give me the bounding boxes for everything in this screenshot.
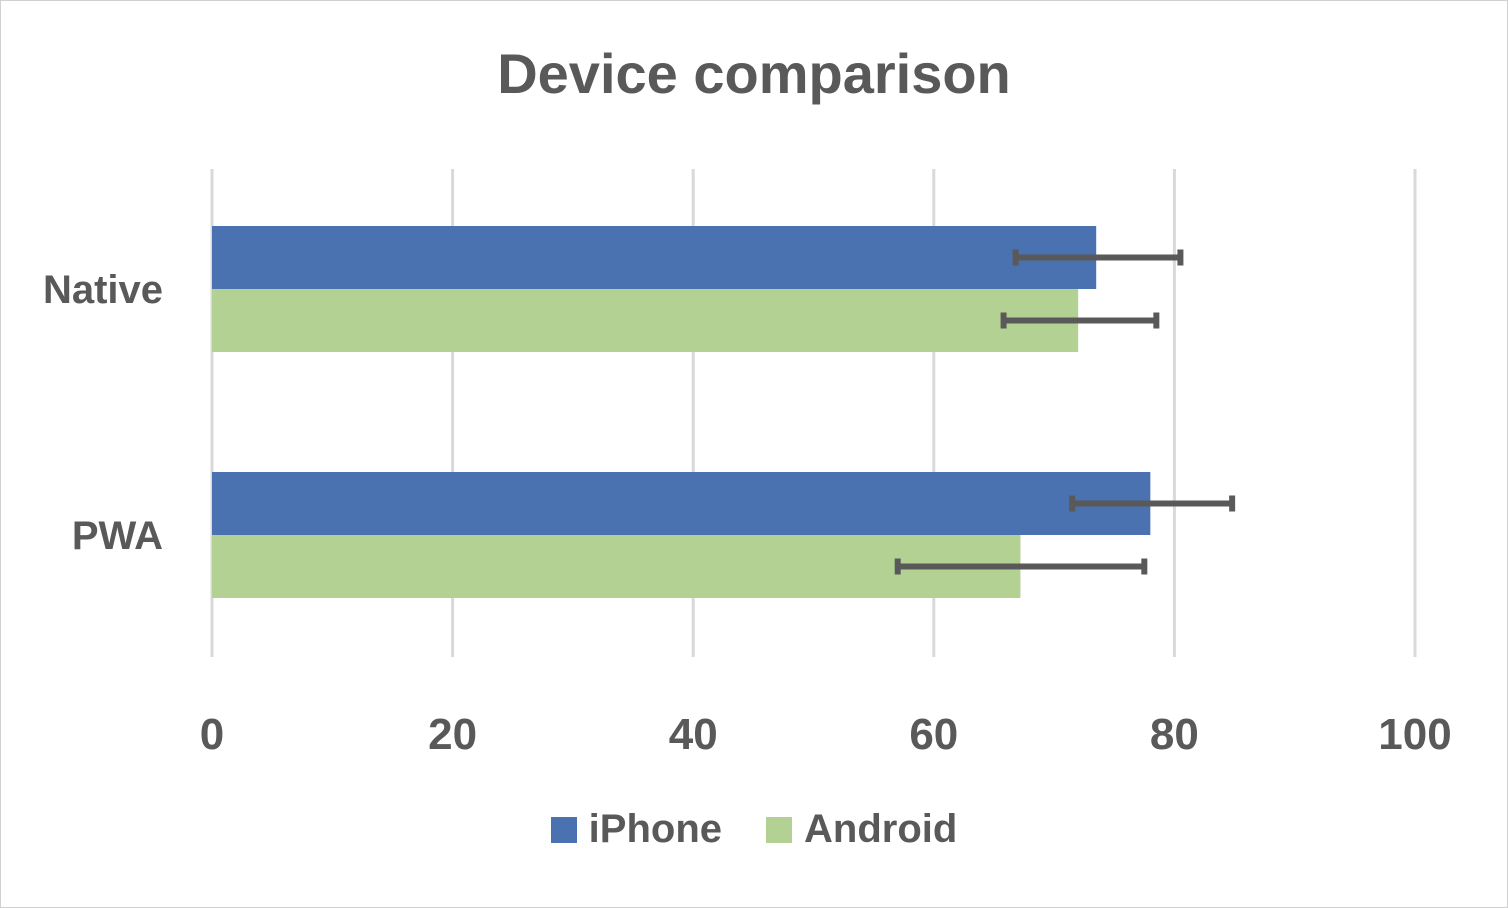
error-bars bbox=[894, 249, 1236, 575]
legend-swatch-android bbox=[766, 816, 793, 843]
bars bbox=[212, 226, 1151, 598]
x-tick-label-100: 100 bbox=[1378, 710, 1451, 759]
error-bar-pwa-iphone bbox=[1069, 495, 1236, 512]
legend: iPhone Android bbox=[1, 807, 1507, 852]
legend-label-iphone: iPhone bbox=[588, 807, 723, 851]
x-tick-labels: 0 20 40 60 80 100 bbox=[200, 710, 1452, 759]
legend-label-android: Android bbox=[804, 807, 958, 851]
category-label-native: Native bbox=[43, 268, 163, 312]
error-bar-native-android bbox=[1000, 312, 1160, 329]
error-bar-pwa-android bbox=[894, 558, 1148, 575]
error-bar-native-iphone bbox=[1012, 249, 1184, 266]
category-labels: Native PWA bbox=[43, 268, 163, 558]
x-tick-label-60: 60 bbox=[909, 710, 958, 759]
x-tick-label-40: 40 bbox=[669, 710, 718, 759]
legend-item-android: Android bbox=[766, 807, 957, 852]
x-tick-label-0: 0 bbox=[200, 710, 224, 759]
bar-native-android bbox=[212, 289, 1079, 352]
bar-pwa-android bbox=[212, 535, 1021, 598]
bar-native-iphone bbox=[212, 226, 1097, 289]
bar-pwa-iphone bbox=[212, 472, 1151, 535]
x-tick-label-20: 20 bbox=[428, 710, 477, 759]
legend-swatch-iphone bbox=[550, 816, 577, 843]
chart-title: Device comparison bbox=[497, 42, 1011, 105]
x-tick-label-80: 80 bbox=[1150, 710, 1199, 759]
legend-item-iphone: iPhone bbox=[550, 807, 723, 852]
category-label-pwa: PWA bbox=[72, 514, 163, 558]
